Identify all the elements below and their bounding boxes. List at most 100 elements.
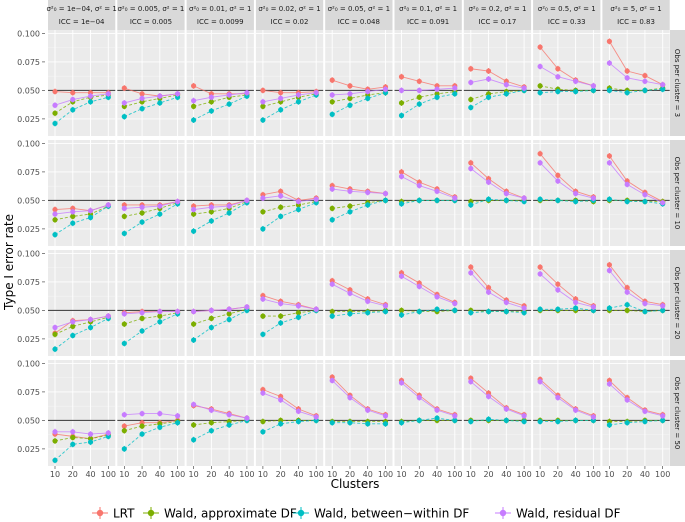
data-point bbox=[416, 395, 422, 401]
data-point bbox=[660, 413, 666, 419]
data-point bbox=[105, 91, 111, 97]
series-line-lrt bbox=[262, 295, 317, 310]
data-point bbox=[278, 188, 284, 194]
panel-background bbox=[533, 140, 601, 246]
column-strip-variance-label: σ²₀ = 0.1, σ² = 1 bbox=[399, 5, 457, 13]
x-tick-label: 20 bbox=[137, 470, 147, 479]
data-point bbox=[260, 296, 266, 302]
data-point bbox=[624, 68, 630, 74]
data-point bbox=[382, 308, 389, 315]
data-point bbox=[398, 380, 405, 386]
panel-background bbox=[602, 360, 670, 466]
x-tick-label: 20 bbox=[622, 470, 632, 479]
series-line-wald-between-within-df bbox=[470, 311, 525, 314]
data-point bbox=[485, 68, 492, 74]
data-point bbox=[278, 213, 284, 219]
data-point bbox=[624, 181, 630, 188]
data-point bbox=[121, 85, 127, 91]
data-point bbox=[70, 96, 76, 103]
data-point bbox=[573, 407, 579, 413]
data-point bbox=[278, 193, 284, 199]
data-point bbox=[365, 202, 371, 208]
series-line-wald-residual-df bbox=[609, 62, 663, 86]
data-point bbox=[365, 421, 371, 427]
y-tick-label: 0.075 bbox=[17, 58, 40, 67]
data-point bbox=[191, 337, 197, 343]
series-line-wald-between-within-df bbox=[193, 419, 248, 441]
facet-panel bbox=[463, 360, 532, 466]
data-point bbox=[468, 104, 474, 111]
series-line-lrt bbox=[539, 153, 594, 198]
series-line-wald-approximate-df bbox=[262, 309, 317, 317]
x-axis-title: Clusters bbox=[331, 477, 380, 491]
data-point bbox=[70, 323, 76, 329]
panel-background bbox=[394, 360, 462, 466]
data-point bbox=[555, 197, 561, 204]
column-strip-variance-label: σ²₀ = 0.5, σ² = 1 bbox=[538, 5, 596, 13]
data-point bbox=[347, 290, 353, 296]
data-point bbox=[503, 190, 509, 197]
series-line-wald-approximate-df bbox=[540, 85, 594, 91]
data-point bbox=[260, 429, 266, 435]
data-point bbox=[485, 416, 492, 422]
series-line-wald-between-within-df bbox=[401, 308, 455, 316]
y-tick-label: 0.100 bbox=[17, 249, 40, 258]
data-point bbox=[555, 287, 561, 293]
series-line-wald-residual-df bbox=[124, 311, 178, 315]
data-point bbox=[573, 305, 579, 311]
data-point bbox=[624, 289, 630, 295]
data-point bbox=[642, 72, 648, 79]
panel-background bbox=[48, 360, 116, 466]
series-line-wald-between-within-df bbox=[193, 310, 248, 341]
series-line-wald-between-within-df bbox=[332, 422, 386, 425]
column-strip bbox=[325, 0, 393, 30]
data-point bbox=[624, 90, 630, 96]
panel-background bbox=[533, 250, 601, 356]
data-point bbox=[347, 209, 353, 215]
series-line-wald-approximate-df bbox=[609, 419, 663, 422]
panel-background bbox=[117, 30, 185, 136]
facet-panel bbox=[48, 360, 116, 466]
y-tick-label: 0.025 bbox=[17, 115, 40, 124]
data-point bbox=[434, 86, 440, 92]
data-point bbox=[278, 107, 284, 113]
data-point bbox=[121, 321, 127, 327]
data-point bbox=[537, 151, 543, 157]
data-point bbox=[521, 305, 527, 311]
data-point bbox=[537, 63, 543, 70]
data-point bbox=[260, 226, 266, 232]
data-point bbox=[606, 196, 613, 202]
data-point bbox=[573, 88, 579, 95]
data-point bbox=[208, 315, 214, 321]
legend-key-point bbox=[147, 509, 155, 517]
series-line-wald-between-within-df bbox=[401, 93, 455, 116]
data-point bbox=[398, 74, 405, 80]
data-point bbox=[157, 319, 163, 325]
series-line-wald-between-within-df bbox=[609, 198, 663, 205]
data-point bbox=[382, 421, 389, 427]
x-tick-label: 10 bbox=[119, 470, 129, 479]
data-point bbox=[226, 101, 232, 107]
series-line-wald-between-within-df bbox=[470, 89, 525, 108]
legend-label: Wald, between−within DF bbox=[314, 507, 469, 521]
y-tick-label: 0.050 bbox=[17, 86, 40, 95]
series-line-lrt bbox=[331, 376, 386, 416]
data-point bbox=[382, 86, 389, 92]
data-point bbox=[485, 393, 492, 400]
data-point bbox=[398, 100, 405, 106]
facet-panel bbox=[255, 140, 324, 246]
x-tick-label: 40 bbox=[85, 470, 95, 479]
data-point bbox=[347, 91, 353, 97]
y-tick-label: 0.075 bbox=[17, 388, 40, 397]
panel-background bbox=[394, 250, 462, 356]
data-point bbox=[139, 106, 145, 112]
series-line-wald-residual-df bbox=[470, 272, 525, 309]
data-point bbox=[260, 418, 266, 425]
data-point bbox=[260, 331, 266, 337]
series-line-wald-approximate-df bbox=[609, 199, 663, 203]
series-line-wald-residual-df bbox=[331, 380, 386, 417]
series-line-wald-residual-df bbox=[539, 273, 594, 308]
data-point bbox=[191, 103, 197, 109]
data-point bbox=[329, 313, 335, 319]
